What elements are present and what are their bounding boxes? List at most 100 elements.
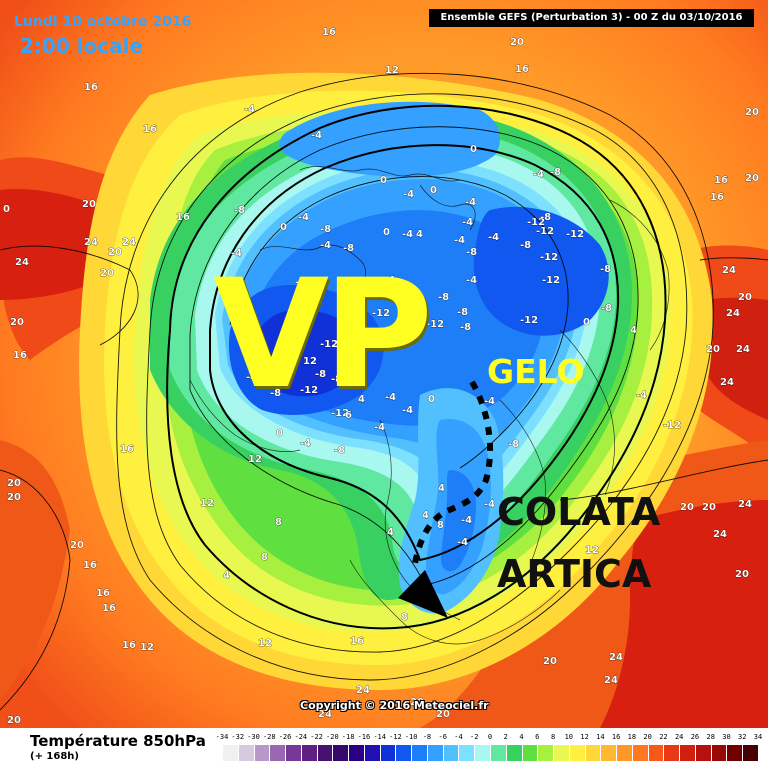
scale-swatch	[490, 745, 506, 761]
isotherm-value: 16	[120, 444, 134, 455]
isotherm-value: 24	[722, 265, 736, 276]
isotherm-value: -4	[298, 212, 309, 223]
isotherm-value: -12	[331, 408, 349, 419]
isotherm-value: 20	[436, 709, 450, 720]
isotherm-value: -4	[300, 438, 311, 449]
scale-swatch	[316, 745, 333, 761]
scale-swatch	[253, 745, 270, 761]
isotherm-value: -8	[270, 388, 281, 399]
isotherm-value: -8	[320, 224, 331, 235]
isotherm-value: 4	[387, 527, 394, 538]
isotherm-value: -4	[384, 275, 395, 286]
isotherm-value: 20	[745, 173, 759, 184]
isotherm-value: -12	[536, 226, 554, 237]
isotherm-value: 16	[710, 192, 724, 203]
isotherm-value: -8	[550, 167, 561, 178]
isotherm-value: -8	[460, 322, 471, 333]
forecast-date: Lundi 10 octobre 2016	[14, 14, 192, 30]
scale-swatch	[631, 745, 648, 761]
isotherm-value: 12	[200, 498, 214, 509]
scale-tick-label: -14	[373, 733, 386, 741]
warm-zone-southeast-core	[600, 500, 768, 728]
isotherm-value: 16	[122, 640, 136, 651]
isotherm-value: 6	[345, 410, 352, 421]
arrow-head	[398, 570, 448, 618]
isotherm-value: 12	[585, 545, 599, 556]
isotherm-value: -8	[520, 240, 531, 251]
scale-tick-label: -18	[341, 733, 355, 741]
isotherm-value: 0	[383, 227, 390, 238]
scale-tick-label: -8	[422, 733, 432, 741]
scale-tick-label: -30	[247, 733, 260, 741]
isotherm-value: -4	[231, 248, 242, 259]
isotherm-value: 2	[262, 348, 269, 359]
isotherm-value: -8	[600, 264, 611, 275]
isotherm-value: -4	[385, 392, 396, 403]
isotherm-value: 8	[437, 520, 444, 531]
isotherm-value: -12	[320, 339, 338, 350]
isotherm-value: -8	[315, 369, 326, 380]
isotherm-value: -12	[663, 420, 681, 431]
isotherm-value: 20	[7, 478, 21, 489]
scale-swatch	[332, 745, 349, 761]
scale-swatch	[663, 745, 680, 761]
scale-swatch	[285, 745, 301, 761]
scale-swatch	[568, 745, 585, 761]
isotherm-value: 20	[410, 697, 424, 708]
isotherm-value: 24	[122, 237, 136, 248]
isotherm-value: 16	[714, 175, 728, 186]
scale-tick-label: 6	[535, 733, 540, 741]
polar-vortex-label: VP	[213, 248, 433, 422]
isotherm-value: 4	[422, 510, 429, 521]
isotherm-value: 4	[438, 483, 445, 494]
scale-swatch	[269, 745, 286, 761]
scale-tick-label: -26	[278, 733, 292, 741]
isotherm-value: 16	[84, 82, 98, 93]
scale-tick-label: -6	[438, 733, 447, 741]
legend-footer: Température 850hPa (+ 168h) -34 -32 -30 -28…	[0, 728, 768, 768]
cold-flow-arrow	[398, 380, 494, 618]
scale-tick-label: -20	[326, 733, 339, 741]
isotherm-value: 12	[140, 642, 154, 653]
isotherm-value: 24	[356, 685, 370, 696]
isotherm-value: -8	[466, 247, 477, 258]
isotherm-value: 8	[401, 612, 408, 623]
isotherm-value: -12	[300, 385, 318, 396]
isotherm-value: -4	[403, 189, 414, 200]
isotherm-value: 24	[726, 308, 740, 319]
scale-swatch	[348, 745, 364, 761]
isotherm-value: -4	[454, 235, 465, 246]
isotherm-value: 20	[680, 502, 694, 513]
scale-swatch	[694, 745, 711, 761]
isotherm-value: -8	[334, 445, 345, 456]
scale-tick-label: 24	[674, 733, 684, 741]
isotherm-value: 16	[83, 560, 97, 571]
isotherm-value: 24	[15, 257, 29, 268]
isotherm-value: -12	[520, 315, 538, 326]
isotherm-value: 20	[10, 317, 24, 328]
scale-swatch	[505, 745, 522, 761]
isotherm-value: 0	[276, 428, 283, 439]
isotherm-value: 16	[13, 350, 27, 361]
isotherm-value: -4	[402, 229, 413, 240]
isotherm-value: 20	[745, 107, 759, 118]
isotherm-value: 20	[70, 540, 84, 551]
scale-swatch	[442, 745, 459, 761]
isotherm-value: -4	[636, 390, 647, 401]
scale-swatch	[537, 745, 554, 761]
temperature-color-scale: -34 -32 -30 -28 -26 -24 -22 -20 -18 -16 -14 -12 -10-…	[216, 733, 762, 763]
isotherm-value: 8	[275, 517, 282, 528]
frost-label: GELO	[487, 352, 585, 391]
isotherm-value: 12	[303, 356, 317, 367]
isotherm-value: -12	[542, 275, 560, 286]
isotherm-value: 24	[738, 499, 752, 510]
scale-swatch	[426, 745, 443, 761]
isotherm-value: 20	[108, 247, 122, 258]
arctic-flow-label-line2: ARTICA	[497, 552, 652, 596]
isotherm-value: -8	[457, 307, 468, 318]
isotherm-value: 20	[706, 344, 720, 355]
scale-swatch	[726, 745, 743, 761]
scale-tick-label: 0	[487, 733, 493, 741]
isotherm-value: 4	[416, 229, 423, 240]
